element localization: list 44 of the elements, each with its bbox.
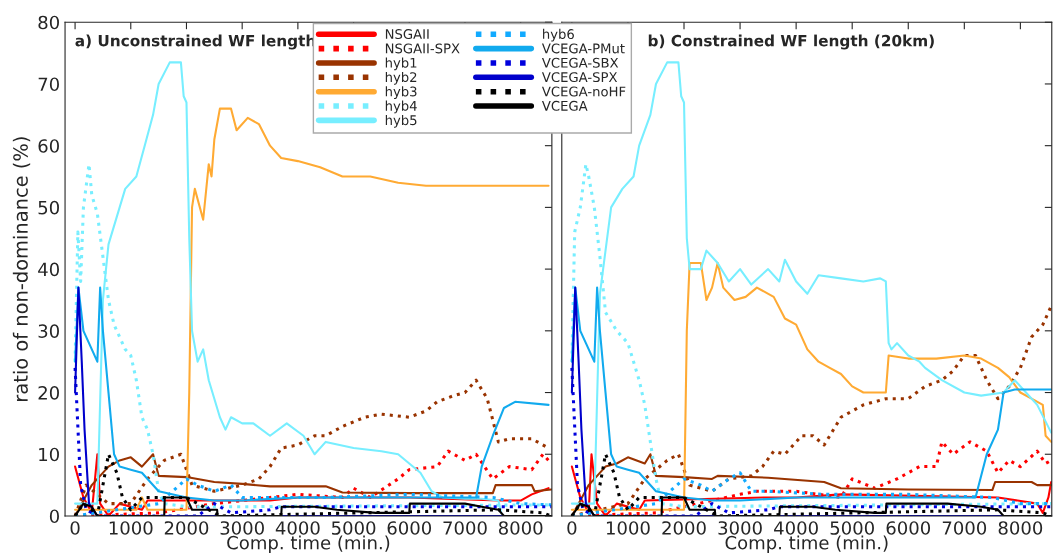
y-axis-title: ratio of non-dominance (%) xyxy=(12,137,31,401)
x-tick-label: 7000 xyxy=(942,521,987,535)
x-tick-label: 8000 xyxy=(498,521,543,535)
legend-label: hyb4 xyxy=(385,100,417,114)
x-axis-title: Comp. time (min.) xyxy=(227,535,390,553)
y-tick-label: 0 xyxy=(49,509,59,524)
y-tick-label: 30 xyxy=(38,324,59,338)
x-tick-label: 1000 xyxy=(606,521,650,535)
y-tick-label: 70 xyxy=(38,77,59,92)
legend-label: VCEGA xyxy=(541,100,588,111)
x-tick-label: 5000 xyxy=(331,521,376,535)
x-tick-label: 8000 xyxy=(998,521,1043,535)
x-tick-label: 5000 xyxy=(830,521,874,535)
x-tick-label: 0 xyxy=(70,521,80,535)
legend-label: NSGAII xyxy=(385,29,429,40)
x-tick-label: 1000 xyxy=(109,521,153,535)
y-tick-label: 50 xyxy=(38,200,59,215)
y-tick-label: 80 xyxy=(38,15,59,30)
legend-label: hyb1 xyxy=(385,57,417,71)
y-tick-label: 10 xyxy=(39,447,59,462)
legend-label: VCEGA-noHF xyxy=(541,86,626,97)
legend-label: VCEGA-SBX xyxy=(541,57,619,68)
x-tick-label: 3000 xyxy=(220,521,264,535)
legend-label: hyb5 xyxy=(385,114,417,128)
text: b) Constrained WF length (20km) xyxy=(648,34,934,50)
y-tick-label: 20 xyxy=(38,386,59,400)
x-tick-label: 0 xyxy=(567,521,577,535)
legend-label: VCEGA-PMut xyxy=(541,43,625,54)
x-tick-label: 6000 xyxy=(387,521,432,535)
y-tick-label: 60 xyxy=(38,139,59,153)
x-tick-label: 2000 xyxy=(164,521,209,535)
y-tick-label: 40 xyxy=(38,262,59,277)
x-tick-label: 2000 xyxy=(662,521,706,535)
legend-label: hyb3 xyxy=(385,86,417,100)
x-axis-title: Comp. time (min.) xyxy=(725,535,888,553)
x-tick-label: 4000 xyxy=(774,521,818,535)
x-tick-label: 4000 xyxy=(275,521,320,535)
x-tick-label: 7000 xyxy=(443,521,487,535)
x-tick-label: 6000 xyxy=(886,521,931,535)
legend-label: VCEGA-SPX xyxy=(541,72,618,83)
legend-label: NSGAII-SPX xyxy=(385,43,460,54)
legend-label: hyb6 xyxy=(543,28,574,42)
x-tick-label: 3000 xyxy=(718,521,762,535)
legend-label: hyb2 xyxy=(385,71,417,85)
